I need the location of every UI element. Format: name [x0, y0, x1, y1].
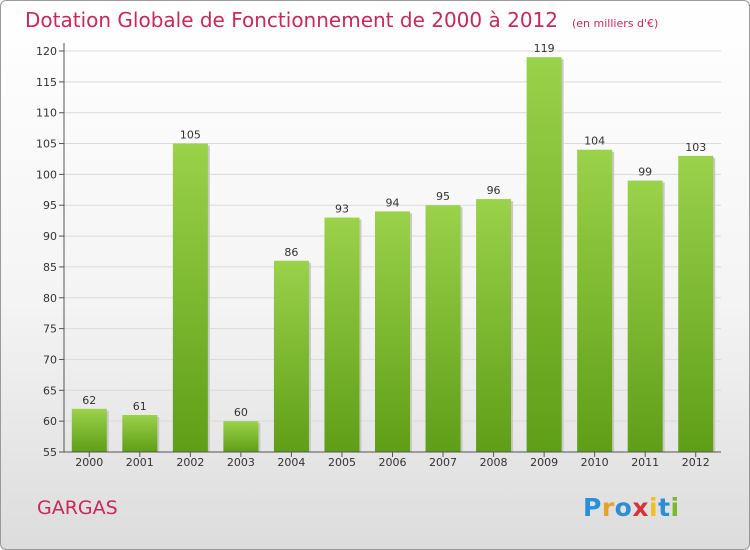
bar-value-label: 60	[234, 406, 248, 419]
bar-value-label: 86	[284, 246, 298, 259]
x-tick-label: 2010	[581, 456, 609, 469]
x-tick-label: 2007	[429, 456, 457, 469]
bar	[375, 211, 410, 452]
chart-title: Dotation Globale de Fonctionnement de 20…	[25, 8, 558, 32]
bar-value-label: 94	[386, 196, 400, 209]
x-tick-label: 2008	[480, 456, 508, 469]
bar	[577, 149, 613, 452]
bar-value-label: 62	[82, 394, 96, 407]
bar-value-label: 103	[685, 141, 706, 154]
x-tick-label: 2006	[379, 456, 407, 469]
bar	[172, 143, 208, 453]
brand-letter: P	[583, 493, 602, 522]
y-tick-label: 105	[36, 138, 57, 151]
bar-value-label: 96	[487, 184, 501, 197]
bar-value-label: 104	[584, 135, 605, 148]
brand-logo: Proxiti	[583, 493, 680, 522]
x-tick-label: 2011	[631, 456, 659, 469]
y-tick-label: 85	[43, 261, 57, 274]
y-tick-label: 95	[43, 199, 57, 212]
bar	[678, 155, 714, 452]
y-tick-label: 60	[43, 415, 57, 428]
y-tick-label: 70	[43, 353, 57, 366]
bar	[71, 408, 107, 452]
y-tick-label: 65	[43, 384, 57, 397]
bar-value-label: 61	[133, 400, 147, 413]
bar-value-label: 105	[180, 129, 201, 142]
brand-letter: t	[658, 493, 671, 522]
x-tick-label: 2005	[328, 456, 356, 469]
bar	[324, 217, 360, 452]
city-name: GARGAS	[37, 497, 118, 519]
bar	[476, 199, 512, 452]
bar-value-label: 93	[335, 203, 349, 216]
bar-value-label: 99	[638, 166, 652, 179]
x-tick-label: 2003	[227, 456, 255, 469]
bar	[273, 260, 309, 452]
bar-value-label: 119	[534, 42, 555, 55]
bar	[425, 205, 461, 452]
x-tick-label: 2009	[530, 456, 558, 469]
brand-letter: i	[649, 493, 659, 522]
x-tick-label: 2000	[75, 456, 103, 469]
x-tick-label: 2002	[176, 456, 204, 469]
bars	[71, 57, 716, 453]
brand-letter: x	[632, 493, 649, 522]
title-row: Dotation Globale de Fonctionnement de 20…	[25, 8, 658, 32]
x-tick-label: 2004	[277, 456, 305, 469]
y-tick-label: 115	[36, 76, 57, 89]
x-tick-label: 2012	[682, 456, 710, 469]
chart-subtitle: (en milliers d'€)	[572, 17, 659, 30]
y-tick-label: 75	[43, 323, 57, 336]
bar-value-label: 95	[436, 190, 450, 203]
bar	[526, 57, 562, 453]
bar	[122, 414, 158, 452]
bar	[627, 180, 663, 453]
y-tick-label: 110	[36, 107, 57, 120]
y-tick-label: 100	[36, 168, 57, 181]
y-tick-label: 90	[43, 230, 57, 243]
bar	[223, 421, 259, 452]
brand-letter: r	[601, 493, 615, 522]
y-tick-label: 55	[43, 446, 57, 459]
y-tick-label: 120	[36, 45, 57, 58]
axes	[59, 43, 721, 457]
labels: 55 60 65 70 75 80 85 90 95 100 105 110 115 120 62 2000 6…	[36, 42, 710, 469]
brand-letter: i	[670, 493, 680, 522]
x-tick-label: 2001	[126, 456, 154, 469]
y-tick-label: 80	[43, 292, 57, 305]
brand-letter: o	[614, 493, 633, 522]
